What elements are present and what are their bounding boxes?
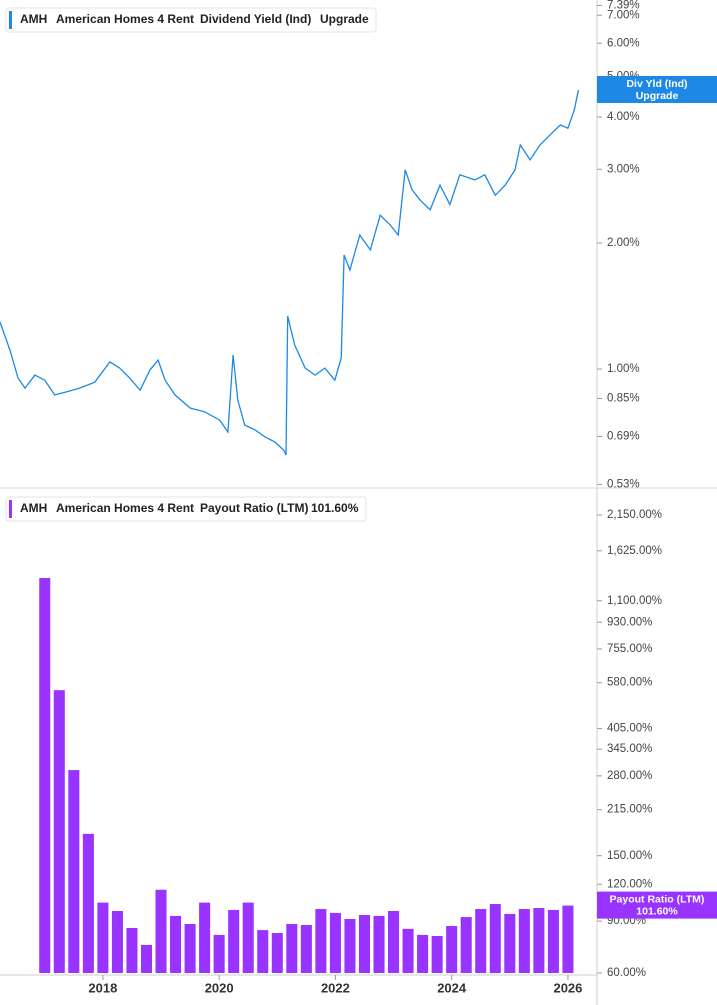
bar xyxy=(373,915,385,973)
y-tick-label: 1.00% xyxy=(607,363,640,375)
y-tick-label: 4.00% xyxy=(607,111,640,123)
bar xyxy=(97,902,109,973)
value-tag-title: Payout Ratio (LTM) xyxy=(610,893,705,905)
y-tick-label: 580.00% xyxy=(607,677,652,689)
y-tick-label: 405.00% xyxy=(607,723,652,735)
bar xyxy=(213,934,225,973)
x-tick-label: 2024 xyxy=(437,980,467,995)
bar xyxy=(228,909,240,973)
bar xyxy=(358,915,371,973)
legend-value: 101.60% xyxy=(311,501,359,515)
bar xyxy=(460,917,472,973)
line-series xyxy=(0,89,580,456)
y-tick-label: 60.00% xyxy=(607,967,646,979)
bar xyxy=(504,913,516,973)
bar xyxy=(388,910,400,973)
bar xyxy=(417,934,429,973)
bar xyxy=(344,918,356,973)
bar xyxy=(315,909,327,973)
bar xyxy=(489,903,501,973)
bar xyxy=(53,690,65,973)
bar xyxy=(547,909,559,973)
x-tick-label: 2026 xyxy=(553,980,582,995)
bar xyxy=(300,925,312,973)
y-tick-label: 1,625.00% xyxy=(607,545,662,557)
y-tick-label: 345.00% xyxy=(607,743,652,755)
value-tag-value: 101.60% xyxy=(636,905,678,917)
y-tick-label: 930.00% xyxy=(607,616,652,628)
bar xyxy=(446,926,458,973)
bar xyxy=(286,923,298,973)
y-tick-label: 280.00% xyxy=(607,770,652,782)
legend-company: American Homes 4 Rent xyxy=(56,501,194,515)
y-tick-label: 215.00% xyxy=(607,804,652,816)
x-tick-label: 2020 xyxy=(205,980,234,995)
bar xyxy=(329,912,341,973)
bar xyxy=(242,902,254,973)
bar xyxy=(475,909,487,973)
y-tick-label: 7.39% xyxy=(607,0,640,11)
y-tick-label: 3.00% xyxy=(607,163,640,175)
legend-ticker: AMH xyxy=(20,501,47,515)
legend-box xyxy=(5,496,367,522)
value-tag-title: Div Yld (Ind) xyxy=(626,78,687,90)
y-tick-label: 7.00% xyxy=(607,9,640,21)
top-legend: AMH American Homes 4 Rent Dividend Yield… xyxy=(5,7,377,33)
legend-ticker: AMH xyxy=(20,12,47,26)
y-tick-label: 2.00% xyxy=(607,237,640,249)
bottom-panel: 2,150.00% 1,625.00% 1,100.00% 930.00% 755.00… xyxy=(39,509,717,995)
y-tick-label: 0.69% xyxy=(607,430,640,442)
y-tick-label: 2,150.00% xyxy=(607,509,662,521)
bar xyxy=(518,909,530,973)
bar xyxy=(431,936,443,973)
bar xyxy=(184,923,196,973)
legend-company: American Homes 4 Rent xyxy=(56,12,194,26)
bar xyxy=(562,905,574,973)
y-tick-label: 120.00% xyxy=(607,878,652,890)
bar xyxy=(68,770,80,973)
y-tick-label: 0.85% xyxy=(607,393,640,405)
bar xyxy=(126,927,138,973)
bar xyxy=(82,833,94,973)
legend-swatch xyxy=(9,11,12,29)
value-tag-value: Upgrade xyxy=(636,90,679,102)
bar xyxy=(140,944,153,973)
bar xyxy=(257,930,269,973)
y-tick-label: 0.53% xyxy=(607,478,640,490)
bar xyxy=(402,928,414,973)
bar xyxy=(170,915,182,973)
legend-swatch xyxy=(9,500,12,518)
bar xyxy=(111,910,123,973)
legend-series: Dividend Yield (Ind) xyxy=(200,12,311,26)
top-panel: 7.39%7.00%6.00%5.00%4.00%3.00%2.00%1.00%… xyxy=(0,0,717,490)
bottom-legend: AMH American Homes 4 Rent Payout Ratio (… xyxy=(5,496,367,522)
value-tag xyxy=(597,76,717,104)
y-tick-label: 1,100.00% xyxy=(607,595,662,607)
legend-box xyxy=(5,7,377,33)
bar xyxy=(271,933,283,973)
y-tick-label: 150.00% xyxy=(607,850,652,862)
bar xyxy=(155,889,167,973)
legend-series: Payout Ratio (LTM) xyxy=(200,501,308,515)
x-tick-label: 2022 xyxy=(321,980,350,995)
x-tick-label: 2018 xyxy=(88,980,117,995)
value-tag xyxy=(597,891,717,919)
y-tick-label: 755.00% xyxy=(607,643,652,655)
bar xyxy=(533,908,545,973)
legend-value: Upgrade xyxy=(320,12,369,26)
bar xyxy=(199,902,211,973)
y-tick-label: 6.00% xyxy=(607,37,640,49)
bar xyxy=(39,578,51,973)
